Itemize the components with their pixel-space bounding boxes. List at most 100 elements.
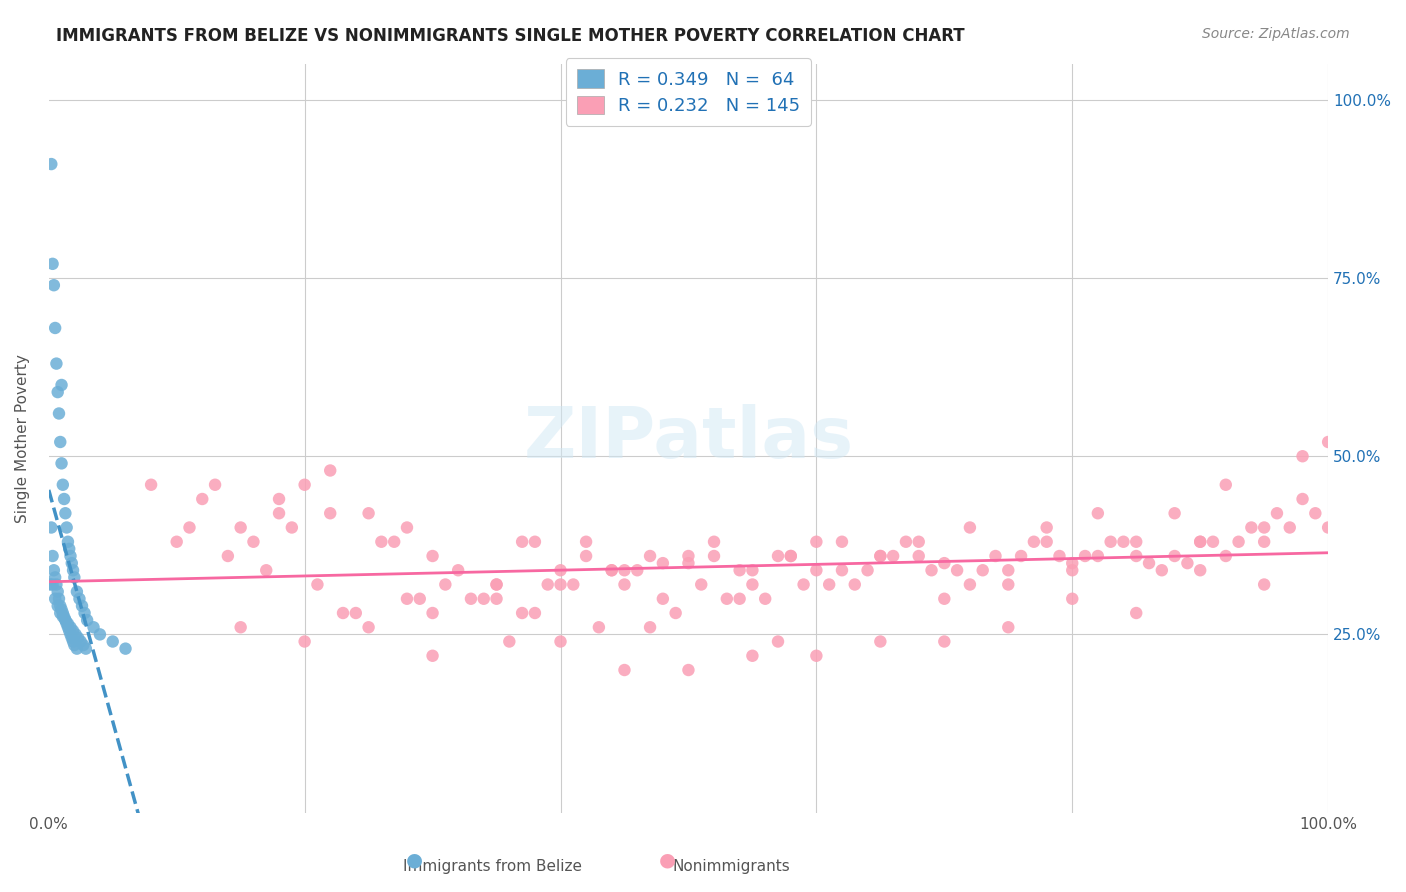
Point	[45, 577, 67, 591]
Point	[55, 613, 77, 627]
Point	[575, 534, 598, 549]
Point	[523, 534, 546, 549]
Point	[422, 549, 444, 563]
Point	[59, 627, 82, 641]
Point	[55, 616, 77, 631]
Point	[1087, 549, 1109, 563]
Point	[946, 563, 969, 577]
Point	[319, 463, 342, 477]
Point	[1291, 491, 1313, 506]
Point	[357, 506, 380, 520]
Point	[63, 638, 86, 652]
Point	[728, 591, 751, 606]
Point	[600, 563, 623, 577]
Point	[1125, 534, 1147, 549]
Point	[382, 534, 405, 549]
Point	[62, 634, 84, 648]
Point	[52, 606, 75, 620]
Point	[1163, 549, 1185, 563]
Point	[1062, 556, 1084, 570]
Point	[83, 620, 105, 634]
Point	[997, 577, 1019, 591]
Point	[422, 648, 444, 663]
Point	[422, 606, 444, 620]
Text: ●: ●	[659, 851, 676, 870]
Point	[48, 407, 70, 421]
Point	[550, 563, 572, 577]
Point	[53, 491, 76, 506]
Point	[46, 584, 69, 599]
Point	[66, 584, 89, 599]
Text: ZIPatlas: ZIPatlas	[523, 404, 853, 473]
Point	[678, 549, 700, 563]
Text: IMMIGRANTS FROM BELIZE VS NONIMMIGRANTS SINGLE MOTHER POVERTY CORRELATION CHART: IMMIGRANTS FROM BELIZE VS NONIMMIGRANTS …	[56, 27, 965, 45]
Point	[267, 491, 290, 506]
Y-axis label: Single Mother Poverty: Single Mother Poverty	[15, 354, 30, 523]
Point	[1227, 534, 1250, 549]
Point	[1112, 534, 1135, 549]
Point	[1189, 534, 1212, 549]
Point	[58, 624, 80, 638]
Point	[818, 577, 841, 591]
Point	[806, 534, 828, 549]
Point	[550, 634, 572, 648]
Point	[76, 613, 98, 627]
Point	[42, 563, 65, 577]
Point	[319, 506, 342, 520]
Point	[779, 549, 801, 563]
Point	[69, 634, 91, 648]
Point	[869, 549, 891, 563]
Point	[166, 534, 188, 549]
Point	[51, 602, 73, 616]
Point	[1305, 506, 1327, 520]
Point	[716, 591, 738, 606]
Point	[39, 520, 62, 534]
Point	[281, 520, 304, 534]
Point	[69, 591, 91, 606]
Point	[651, 556, 673, 570]
Point	[959, 577, 981, 591]
Point	[56, 616, 79, 631]
Point	[638, 549, 661, 563]
Point	[510, 534, 533, 549]
Point	[613, 663, 636, 677]
Point	[49, 435, 72, 450]
Point	[1010, 549, 1032, 563]
Point	[39, 577, 62, 591]
Point	[1253, 534, 1275, 549]
Point	[434, 577, 457, 591]
Point	[307, 577, 329, 591]
Point	[45, 357, 67, 371]
Point	[229, 520, 252, 534]
Point	[70, 599, 93, 613]
Point	[766, 549, 789, 563]
Point	[485, 591, 508, 606]
Point	[1317, 520, 1340, 534]
Point	[1087, 506, 1109, 520]
Point	[498, 634, 520, 648]
Point	[793, 577, 815, 591]
Point	[665, 606, 688, 620]
Point	[460, 591, 482, 606]
Point	[472, 591, 495, 606]
Point	[575, 549, 598, 563]
Point	[179, 520, 201, 534]
Point	[1177, 556, 1199, 570]
Point	[678, 663, 700, 677]
Point	[332, 606, 354, 620]
Point	[882, 549, 904, 563]
Point	[972, 563, 994, 577]
Point	[869, 549, 891, 563]
Point	[44, 591, 66, 606]
Point	[409, 591, 432, 606]
Point	[344, 606, 367, 620]
Point	[139, 477, 162, 491]
Point	[1253, 577, 1275, 591]
Point	[59, 620, 82, 634]
Point	[1049, 549, 1071, 563]
Point	[1215, 477, 1237, 491]
Point	[1035, 520, 1057, 534]
Legend: R = 0.349   N =  64, R = 0.232   N = 145: R = 0.349 N = 64, R = 0.232 N = 145	[565, 58, 811, 126]
Point	[41, 577, 63, 591]
Point	[49, 599, 72, 613]
